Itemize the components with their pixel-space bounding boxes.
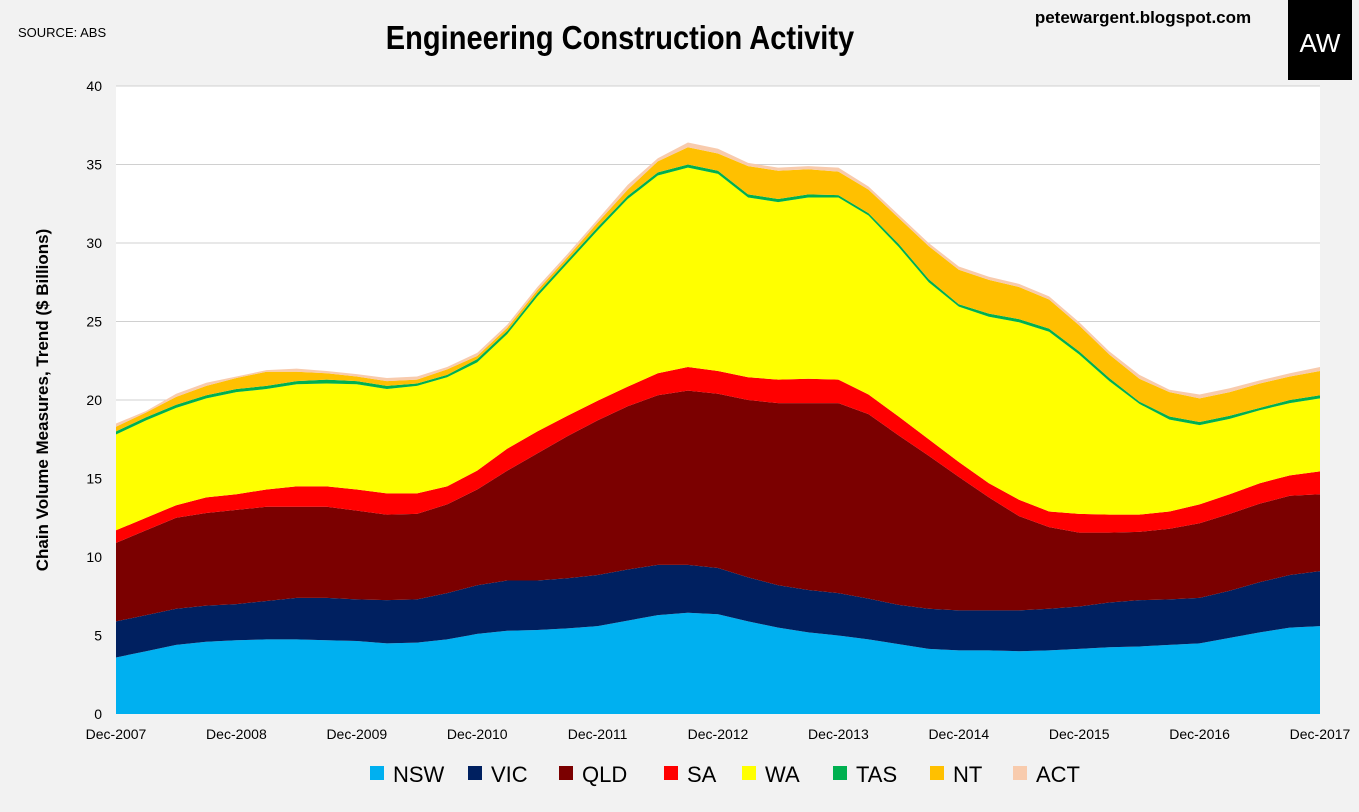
legend-swatch-act: [1013, 766, 1027, 780]
x-tick-label: Dec-2016: [1169, 726, 1230, 742]
blog-url: petewargent.blogspot.com: [1035, 8, 1251, 27]
y-tick-label: 20: [86, 392, 102, 408]
y-tick-label: 30: [86, 235, 102, 251]
legend-label: TAS: [856, 762, 897, 787]
legend-label: NSW: [393, 762, 445, 787]
area-wa: [116, 167, 1320, 531]
stacked-areas: [116, 142, 1320, 714]
x-tick-label: Dec-2017: [1290, 726, 1351, 742]
legend-label: SA: [687, 762, 717, 787]
y-axis-ticks: 0 5 10 15 20 25 30 35 40: [86, 78, 102, 722]
x-tick-label: Dec-2014: [928, 726, 989, 742]
area-act: [116, 142, 1320, 427]
x-tick-label: Dec-2011: [568, 726, 628, 742]
aw-logo: AW: [1288, 0, 1352, 80]
chart-title: Engineering Construction Activity: [386, 19, 855, 56]
y-tick-label: 40: [86, 78, 102, 94]
legend-label: NT: [953, 762, 982, 787]
y-axis-label: Chain Volume Measures, Trend ($ Billions…: [33, 229, 52, 572]
y-tick-label: 25: [86, 314, 102, 330]
x-tick-label: Dec-2015: [1049, 726, 1110, 742]
logo-text: AW: [1300, 28, 1341, 58]
x-tick-label: Dec-2012: [688, 726, 749, 742]
legend-swatch-wa: [742, 766, 756, 780]
area-nsw: [116, 612, 1320, 714]
area-vic: [116, 564, 1320, 658]
legend-label: VIC: [491, 762, 528, 787]
y-tick-label: 35: [86, 157, 102, 173]
y-tick-label: 0: [94, 706, 102, 722]
area-nt: [116, 147, 1320, 432]
legend: NSW VIC QLD SA WA TAS NT ACT: [370, 762, 1080, 787]
x-tick-label: Dec-2010: [447, 726, 508, 742]
area-qld: [116, 390, 1320, 622]
legend-label: QLD: [582, 762, 627, 787]
x-axis-ticks: Dec-2007 Dec-2008 Dec-2009 Dec-2010 Dec-2011…: [86, 726, 1351, 742]
source-label: SOURCE: ABS: [18, 25, 106, 40]
legend-swatch-nt: [930, 766, 944, 780]
x-tick-label: Dec-2009: [326, 726, 387, 742]
legend-swatch-nsw: [370, 766, 384, 780]
legend-swatch-vic: [468, 766, 482, 780]
legend-label: ACT: [1036, 762, 1080, 787]
x-tick-label: Dec-2007: [86, 726, 147, 742]
legend-swatch-tas: [833, 766, 847, 780]
area-sa: [116, 367, 1320, 543]
x-tick-label: Dec-2013: [808, 726, 869, 742]
legend-swatch-qld: [559, 766, 573, 780]
x-tick-label: Dec-2008: [206, 726, 267, 742]
y-tick-label: 15: [86, 471, 102, 487]
legend-label: WA: [765, 762, 800, 787]
y-tick-label: 10: [86, 549, 102, 565]
y-tick-label: 5: [94, 628, 102, 644]
legend-swatch-sa: [664, 766, 678, 780]
